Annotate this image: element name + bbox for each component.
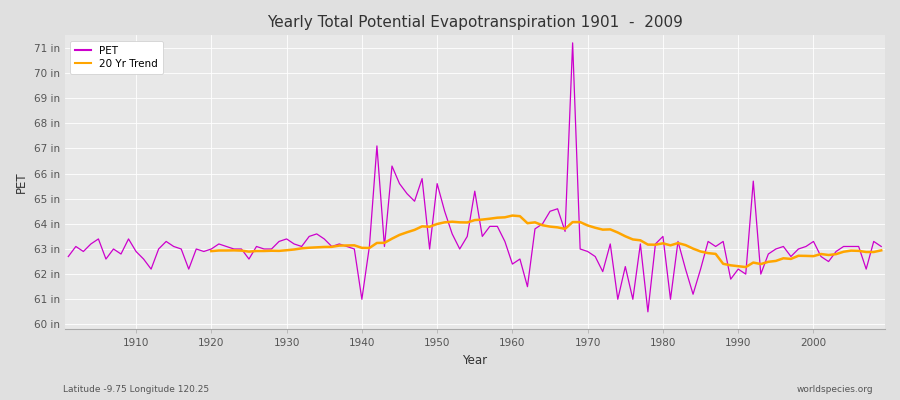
X-axis label: Year: Year xyxy=(463,354,487,367)
Text: Latitude -9.75 Longitude 120.25: Latitude -9.75 Longitude 120.25 xyxy=(63,385,209,394)
Title: Yearly Total Potential Evapotranspiration 1901  -  2009: Yearly Total Potential Evapotranspiratio… xyxy=(266,15,683,30)
Text: worldspecies.org: worldspecies.org xyxy=(796,385,873,394)
Legend: PET, 20 Yr Trend: PET, 20 Yr Trend xyxy=(70,40,163,74)
Y-axis label: PET: PET xyxy=(15,172,28,193)
